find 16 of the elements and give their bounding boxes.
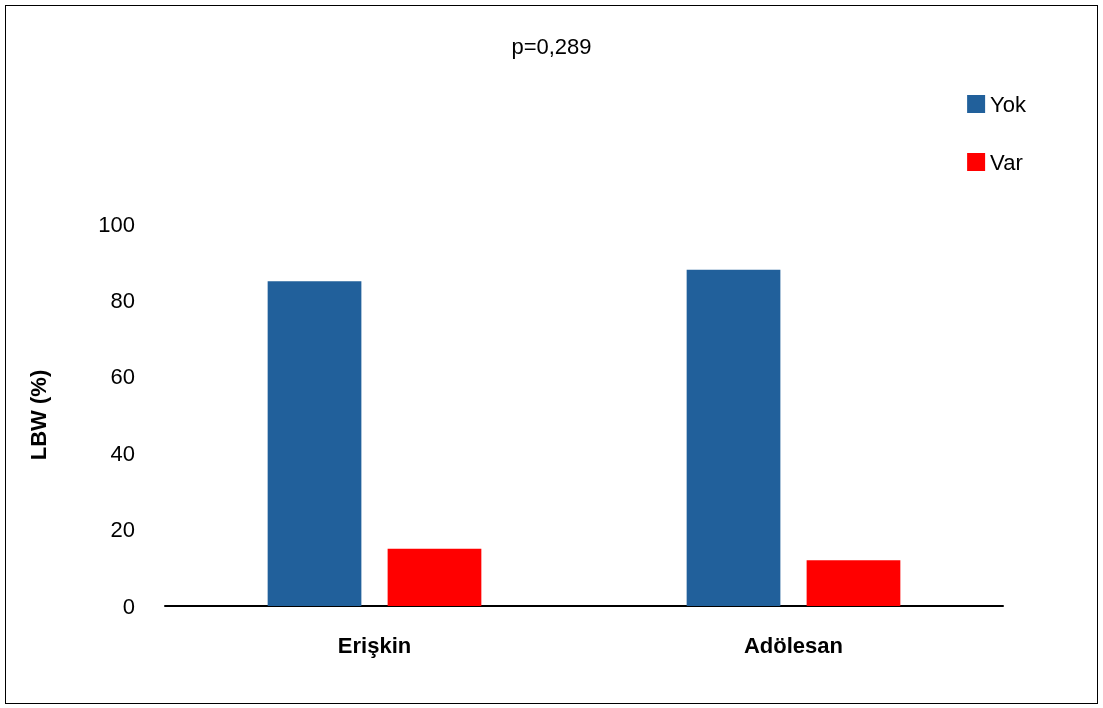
bar [387,548,482,606]
x-tick-label: Adölesan [743,632,844,658]
x-tick-label: Erişkin [337,632,412,658]
legend-label: Yok [990,91,1027,117]
y-tick-label: 0 [122,593,135,619]
y-tick-label: 100 [98,211,135,237]
chart-title: p=0,289 [511,33,592,59]
y-tick-label: 20 [110,517,135,543]
bar [806,560,901,606]
bar [686,269,781,606]
legend-label: Var [990,149,1023,175]
y-tick-label: 60 [110,364,135,390]
y-tick-label: 80 [110,287,135,313]
bar [267,281,362,606]
y-tick-label: 40 [110,440,135,466]
y-axis-title: LBW (%) [25,369,51,461]
